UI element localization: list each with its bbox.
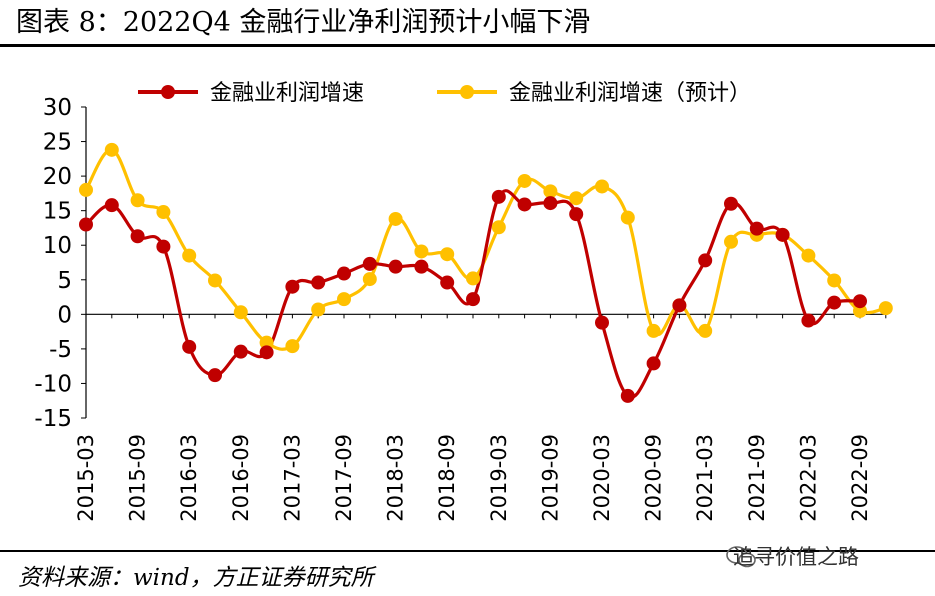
x-tick-label: 2022-03 (796, 434, 820, 522)
y-tick-label: 5 (57, 268, 72, 294)
x-tick-label: 2018-09 (435, 434, 459, 522)
data-point-forecast (285, 339, 300, 354)
legend-label-forecast: 金融业利润增速（预计） (509, 81, 751, 106)
data-point-actual (130, 229, 145, 244)
data-point-actual (595, 315, 609, 330)
data-point-forecast (259, 335, 274, 350)
x-tick-label: 2021-09 (745, 434, 769, 522)
x-tick-label: 2018-03 (384, 434, 408, 522)
data-point-actual (414, 259, 429, 274)
data-point-actual (517, 197, 532, 212)
data-point-actual (491, 189, 506, 204)
data-point-actual (853, 294, 867, 309)
data-point-forecast (414, 244, 429, 259)
data-point-actual (569, 207, 584, 222)
legend-marker-actual (161, 85, 175, 99)
x-tick-label: 2019-03 (487, 434, 511, 522)
data-point-actual (698, 253, 713, 268)
x-tick-label: 2017-03 (280, 434, 304, 522)
data-point-actual (362, 256, 377, 271)
y-tick-label: 25 (43, 130, 72, 156)
data-point-actual (440, 275, 455, 290)
data-point-forecast (362, 272, 377, 287)
data-point-forecast (543, 184, 558, 199)
x-tick-label: 2020-09 (642, 434, 666, 522)
y-tick-label: 20 (43, 164, 72, 190)
data-point-actual (388, 259, 403, 274)
data-point-actual (156, 239, 171, 254)
data-point-forecast (311, 302, 326, 317)
data-point-actual (749, 221, 764, 236)
data-point-forecast (388, 211, 403, 226)
data-point-forecast (878, 301, 893, 316)
data-point-forecast (569, 191, 584, 206)
source-rule (0, 550, 935, 552)
data-point-forecast (233, 305, 248, 320)
wechat-icon (726, 546, 756, 568)
data-point-actual (775, 227, 790, 242)
x-tick-label: 2017-09 (332, 434, 356, 522)
data-point-forecast (801, 248, 816, 263)
legend-marker-forecast (460, 85, 474, 99)
data-point-actual (259, 345, 274, 360)
x-tick-label: 2021-03 (693, 434, 717, 522)
chart-legend: 金融业利润增速 金融业利润增速（预计） (138, 81, 751, 106)
y-tick-label: 0 (57, 302, 72, 328)
x-tick-label: 2016-09 (229, 434, 253, 522)
data-point-forecast (208, 273, 222, 288)
data-point-forecast (104, 142, 119, 157)
y-tick-label: 15 (43, 199, 72, 225)
data-point-forecast (491, 220, 506, 235)
data-point-actual (827, 295, 842, 310)
x-tick-label: 2022-09 (848, 434, 872, 522)
data-point-actual (724, 196, 738, 211)
y-tick-label: -5 (49, 337, 72, 363)
data-point-forecast (517, 173, 532, 188)
legend-label-actual: 金融业利润增速 (210, 81, 364, 106)
data-point-actual (646, 356, 661, 371)
data-point-actual (466, 292, 480, 307)
data-point-actual (285, 279, 300, 294)
x-tick-label: 2020-03 (590, 434, 614, 522)
data-point-actual (311, 275, 326, 290)
y-tick-label: -15 (34, 406, 72, 432)
data-point-actual (182, 339, 197, 354)
data-point-forecast (156, 205, 171, 220)
data-point-forecast (79, 182, 93, 197)
data-point-forecast (646, 323, 661, 338)
data-point-forecast (853, 303, 867, 318)
x-tick-label: 2016-03 (177, 434, 201, 522)
data-point-actual (543, 196, 558, 211)
y-tick-label: 30 (43, 95, 72, 121)
watermark: 追寻价值之路 (733, 545, 859, 569)
data-point-forecast (130, 193, 145, 208)
data-point-forecast (724, 234, 738, 249)
data-point-actual (620, 388, 635, 403)
x-tick-label: 2015-09 (126, 434, 150, 522)
data-point-forecast (698, 323, 713, 338)
wechat-bubble-small (738, 552, 756, 568)
data-point-actual (337, 266, 351, 281)
data-point-actual (233, 344, 248, 359)
page-title: 图表 8：2022Q4 金融行业净利润预计小幅下滑 (16, 7, 591, 38)
data-point-forecast (337, 292, 351, 307)
line-chart: 金融业利润增速 金融业利润增速（预计） -15 -10 -5 0 5 10 15 20 25 30… (34, 81, 893, 522)
data-point-actual (208, 368, 222, 383)
data-point-actual (672, 298, 687, 313)
data-point-forecast (620, 210, 635, 225)
data-point-forecast (827, 273, 842, 288)
y-tick-label: -10 (34, 371, 72, 397)
data-point-forecast (466, 271, 480, 286)
x-tick-label: 2015-03 (74, 434, 98, 522)
data-point-actual (801, 313, 816, 328)
data-point-forecast (595, 179, 609, 194)
data-point-actual (104, 198, 119, 213)
data-point-forecast (440, 247, 455, 262)
x-tick-label: 2019-09 (538, 434, 562, 522)
source-note: 资料来源：wind，方正证券研究所 (18, 565, 374, 591)
data-point-actual (79, 217, 93, 232)
data-point-forecast (182, 248, 197, 263)
title-rule (0, 44, 935, 47)
y-tick-label: 10 (43, 233, 72, 259)
